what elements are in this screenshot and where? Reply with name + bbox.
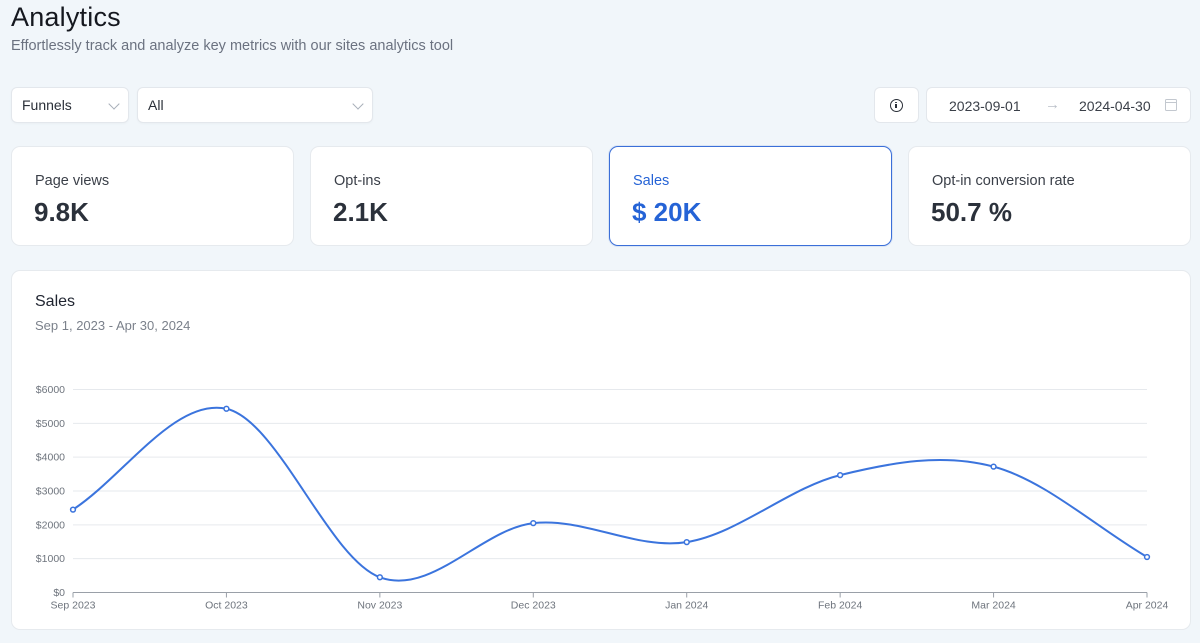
data-point <box>69 506 77 513</box>
chart-title: Sales <box>35 293 76 310</box>
date-start-input[interactable]: 2023-09-01 <box>949 98 1021 114</box>
stat-value: 50.7 % <box>931 197 1012 227</box>
stat-label: Opt-ins <box>334 173 381 189</box>
data-point <box>376 574 384 581</box>
info-button[interactable] <box>874 87 919 123</box>
date-end-input[interactable]: 2024-04-30 <box>1079 98 1151 114</box>
stat-card-opt-ins[interactable]: Opt-ins 2.1K <box>310 146 593 246</box>
data-point <box>683 538 690 546</box>
y-tick-label: $2000 <box>36 519 65 531</box>
y-tick-label: $0 <box>53 587 65 599</box>
y-tick-label: $5000 <box>36 418 65 430</box>
scope-select-value: All <box>148 97 164 113</box>
x-tick-label: Apr 2024 <box>1126 600 1169 612</box>
chevron-down-icon <box>352 98 364 110</box>
sales-line <box>72 406 1148 582</box>
stat-card-conversion-rate[interactable]: Opt-in conversion rate 50.7 % <box>908 146 1191 246</box>
x-tick-label: Sep 2023 <box>51 600 96 612</box>
y-tick-label: $4000 <box>36 452 65 464</box>
sales-line-chart: $0 $1000 $2000 $3000 $4000 $5000 $6000 Sep 2023… <box>36 384 1169 612</box>
page-subtitle: Effortlessly track and analyze key metri… <box>11 38 454 54</box>
x-tick-label: Jan 2024 <box>665 600 708 612</box>
sales-chart-card: Sales Sep 1, 2023 - Apr 30, 2024 $0 $1000… <box>11 270 1191 630</box>
scope-select[interactable]: All <box>137 87 373 123</box>
x-tick-label: Feb 2024 <box>818 600 863 612</box>
data-point <box>1143 553 1151 561</box>
data-point <box>990 463 997 470</box>
x-tick-label: Mar 2024 <box>971 600 1016 612</box>
date-range-picker[interactable]: 2023-09-01 → 2024-04-30 <box>926 87 1191 123</box>
x-tick-label: Dec 2023 <box>511 600 556 612</box>
data-point <box>836 471 844 479</box>
stat-value: $ 20K <box>632 197 702 227</box>
stat-card-sales[interactable]: Sales $ 20K <box>609 146 892 246</box>
y-tick-label: $6000 <box>36 384 65 396</box>
page-title: Analytics <box>11 2 121 32</box>
type-select[interactable]: Funnels <box>11 87 129 123</box>
info-icon <box>890 98 903 112</box>
data-point <box>530 519 537 527</box>
y-tick-label: $1000 <box>36 553 65 565</box>
stat-card-page-views[interactable]: Page views 9.8K <box>11 146 294 246</box>
x-tick-label: Oct 2023 <box>205 600 248 612</box>
x-tick-label: Nov 2023 <box>357 600 402 612</box>
chart-subtitle: Sep 1, 2023 - Apr 30, 2024 <box>35 318 191 333</box>
calendar-icon[interactable] <box>1165 99 1177 111</box>
arrow-right-icon: → <box>1045 96 1060 113</box>
stat-label: Opt-in conversion rate <box>932 173 1075 189</box>
y-tick-label: $3000 <box>36 486 65 498</box>
type-select-value: Funnels <box>22 97 72 113</box>
stat-value: 2.1K <box>333 197 388 227</box>
chevron-down-icon <box>108 98 120 110</box>
data-point <box>223 405 230 412</box>
stat-label: Page views <box>35 173 110 189</box>
stat-value: 9.8K <box>34 197 89 227</box>
stat-label: Sales <box>633 173 670 189</box>
